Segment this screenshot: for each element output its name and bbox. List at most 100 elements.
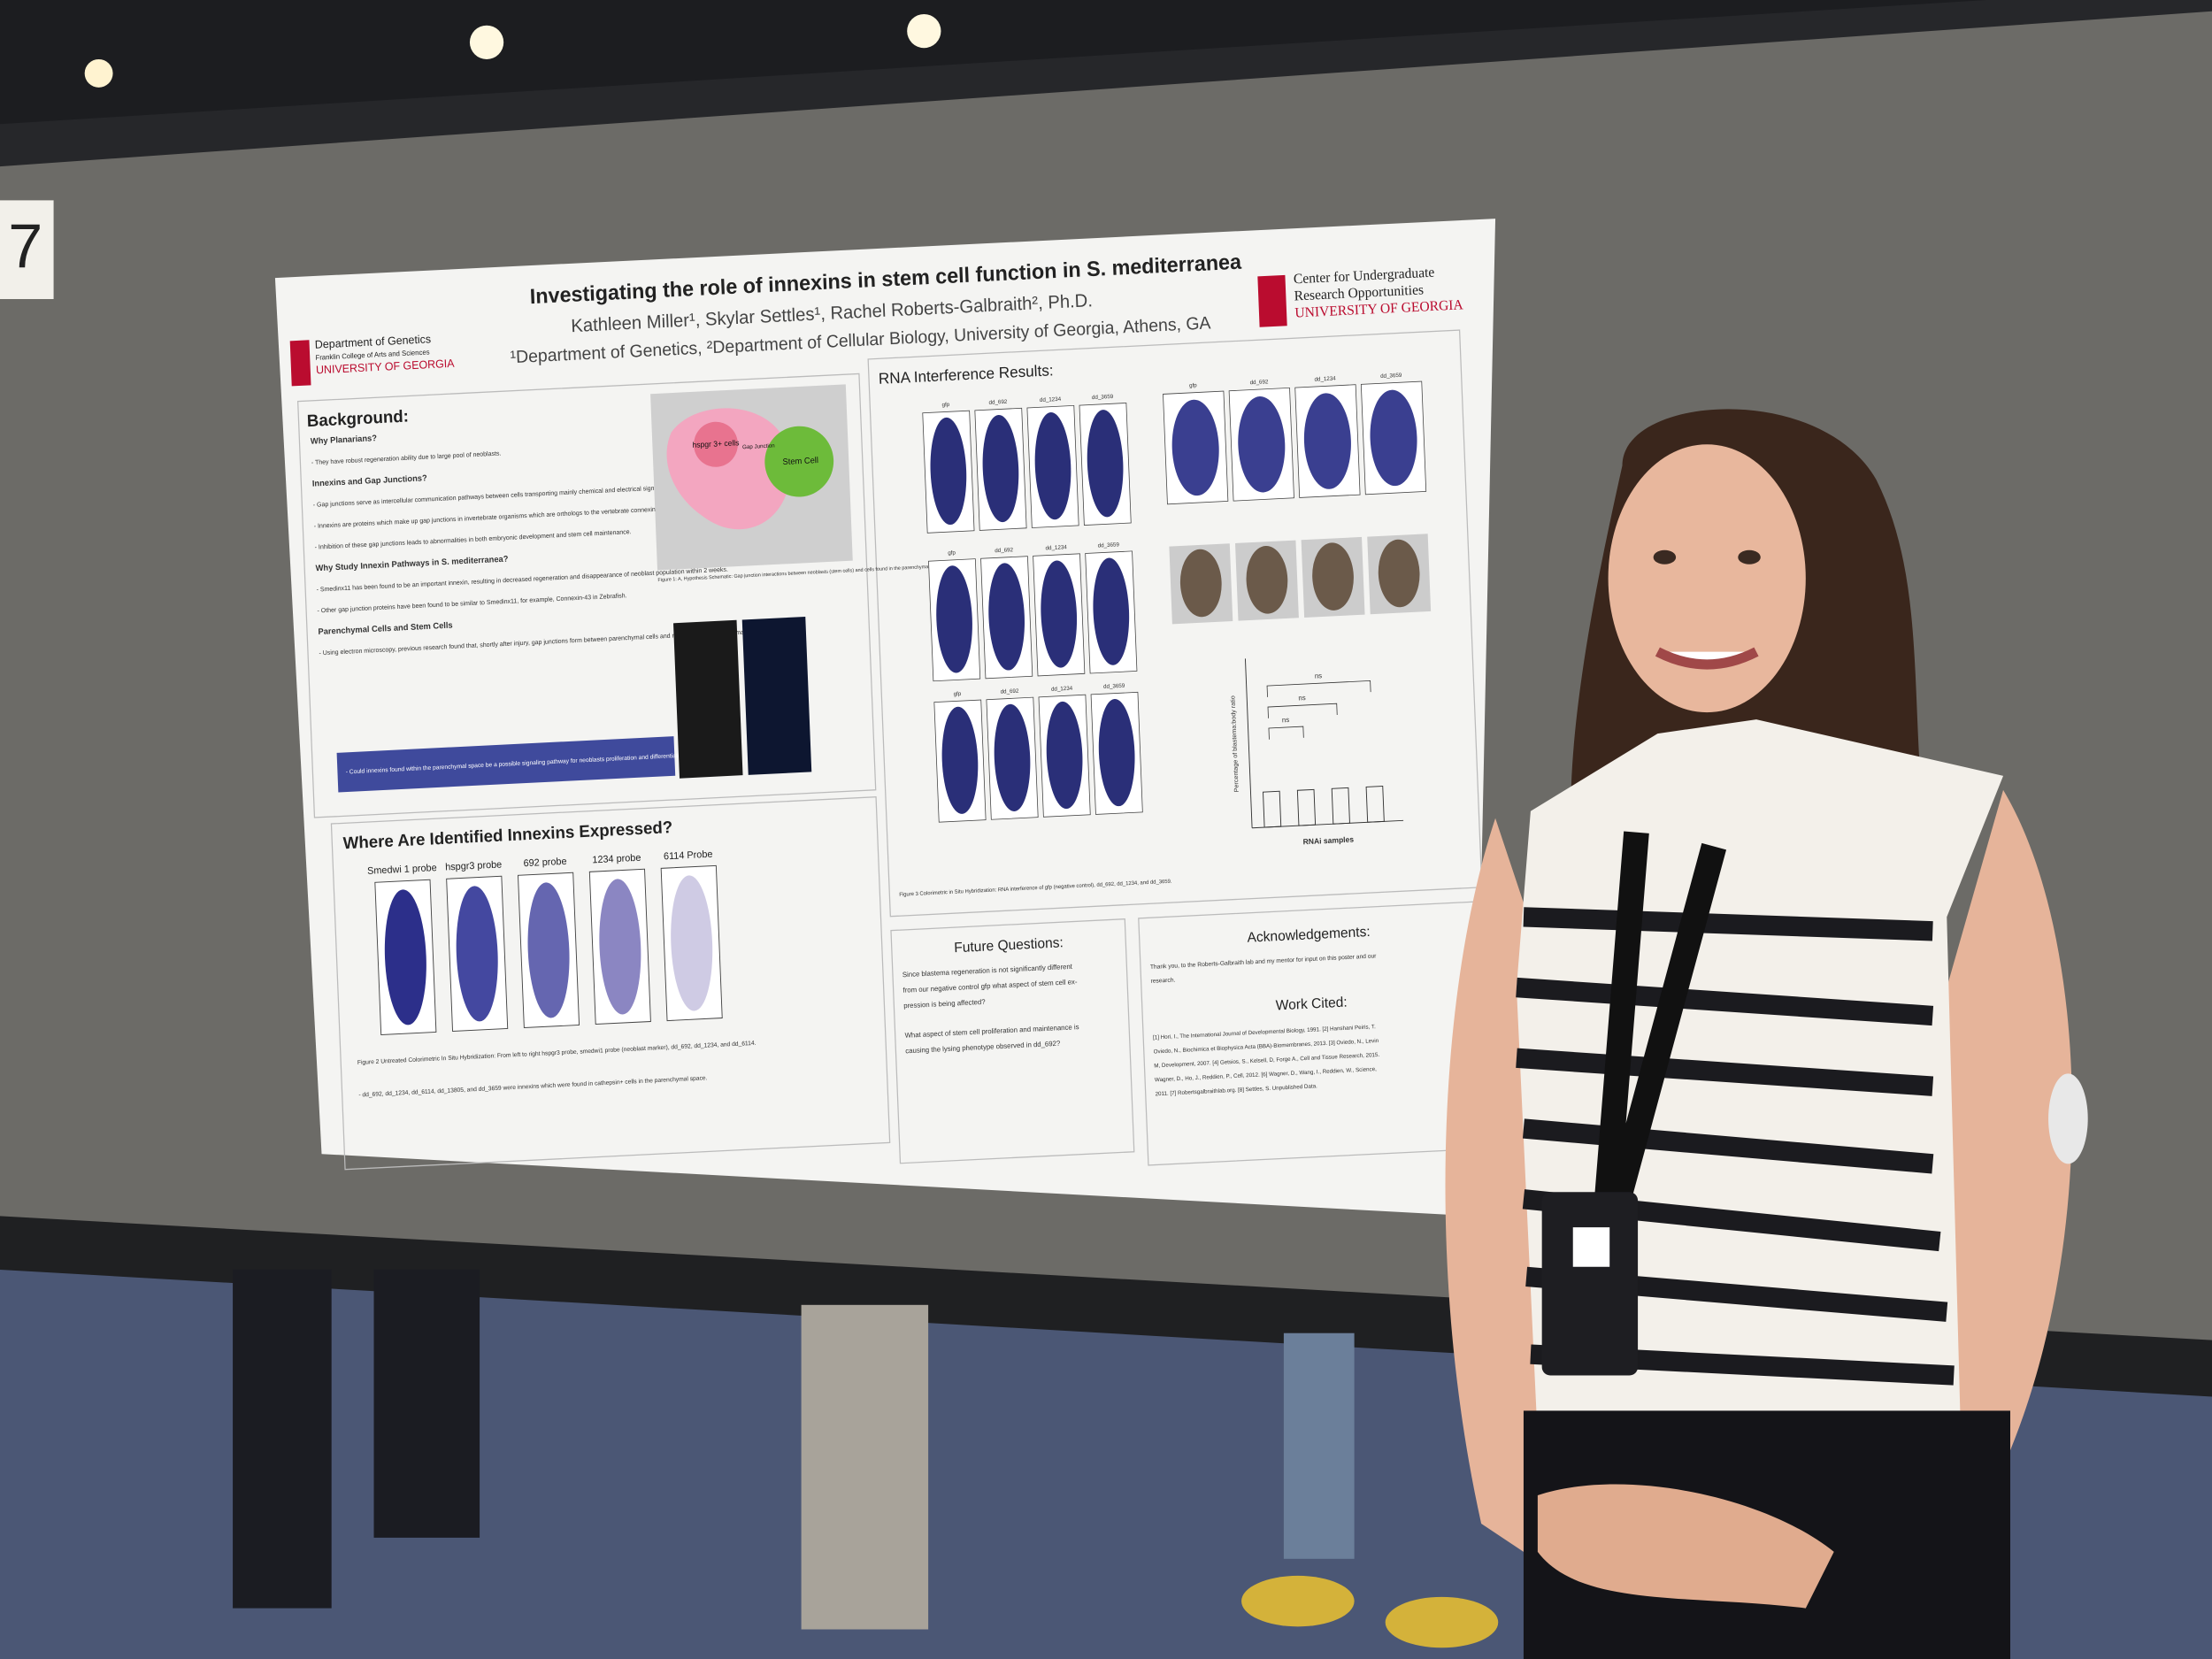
column-label: dd_3659 xyxy=(1098,541,1120,549)
arm xyxy=(1650,789,2072,1566)
column-label: dd_1234 xyxy=(1040,396,1062,403)
column-label: dd_3659 xyxy=(1380,373,1402,380)
logo-mark xyxy=(289,340,311,387)
column-label: dd_1234 xyxy=(1314,375,1336,382)
shoe xyxy=(1385,1596,1499,1648)
stem-cell xyxy=(764,426,834,497)
column-label: dd_3659 xyxy=(1092,394,1114,401)
planarian xyxy=(1246,546,1288,614)
planarian xyxy=(1303,393,1351,489)
column-label: dd_1234 xyxy=(1051,686,1073,693)
person-leg xyxy=(801,1304,929,1630)
probe-label: 6114 Probe xyxy=(664,849,713,863)
fig-label: Stem Cell xyxy=(782,456,818,467)
probe-label: Smedwi 1 probe xyxy=(367,863,437,877)
planarian xyxy=(671,875,713,1011)
qr-code xyxy=(1572,1227,1610,1267)
planarian xyxy=(930,417,967,526)
column-label: gfp xyxy=(948,549,956,557)
eye xyxy=(1738,549,1761,565)
hands xyxy=(1537,1484,1834,1609)
chart-bar xyxy=(1263,790,1282,828)
poster-panel xyxy=(330,796,891,1171)
chart-bar xyxy=(1296,788,1317,826)
chart-bar xyxy=(1365,786,1385,823)
planarian xyxy=(527,882,570,1018)
body-text: research. xyxy=(1150,977,1175,984)
poster-panel xyxy=(867,329,1483,918)
planarian xyxy=(1034,412,1071,520)
significance-label: ns xyxy=(1282,716,1290,725)
hspgr-cell xyxy=(694,421,738,467)
column-label: dd_692 xyxy=(995,547,1013,554)
planarian xyxy=(1378,539,1420,608)
chart-bar xyxy=(1331,787,1350,825)
poster-panel xyxy=(297,373,877,818)
sign-number: 7 xyxy=(8,211,42,280)
planarian xyxy=(1046,701,1083,810)
significance-bracket xyxy=(1268,726,1304,740)
planarian xyxy=(982,414,1019,523)
column-label: dd_692 xyxy=(988,399,1007,406)
question-box xyxy=(336,736,676,793)
light xyxy=(469,25,504,59)
poster xyxy=(274,219,1496,1217)
sign-card xyxy=(0,200,54,300)
planarian xyxy=(1179,549,1222,618)
panel-frame xyxy=(0,0,2212,167)
section-heading: Work Cited: xyxy=(1275,995,1348,1013)
shoe xyxy=(1241,1575,1355,1627)
badge xyxy=(1541,1192,1639,1376)
column-label: gfp xyxy=(941,402,949,409)
person-leg xyxy=(373,1269,480,1538)
eye xyxy=(1653,549,1677,565)
light xyxy=(907,13,941,49)
column-label: dd_1234 xyxy=(1045,544,1067,551)
significance-bracket xyxy=(1267,703,1338,718)
logo-text: Department of Genetics xyxy=(315,333,432,351)
lanyard xyxy=(1594,831,1727,1198)
probe-label: 1234 probe xyxy=(592,853,641,866)
figure-1c xyxy=(741,616,812,775)
planarian xyxy=(988,563,1025,671)
subheading: Why Planarians? xyxy=(311,434,378,447)
planarian xyxy=(599,879,641,1015)
planarian xyxy=(456,886,498,1022)
axis-label: RNAi samples xyxy=(1302,834,1354,846)
planarian xyxy=(1093,557,1130,665)
planarian xyxy=(1312,542,1354,611)
person-leg xyxy=(233,1269,332,1609)
sensor xyxy=(2048,1073,2088,1164)
planarian xyxy=(1171,399,1219,496)
figure-1b xyxy=(673,619,743,779)
column-label: dd_692 xyxy=(1249,379,1268,386)
poster-panel xyxy=(890,918,1135,1164)
smile xyxy=(1655,647,1759,670)
chart-axis xyxy=(1244,658,1253,828)
planarian xyxy=(384,889,426,1025)
light xyxy=(84,58,113,88)
significance-label: ns xyxy=(1298,694,1306,703)
face xyxy=(1608,444,1806,713)
column-label: gfp xyxy=(953,691,961,698)
fig-label: Gap Junction xyxy=(742,442,775,450)
planarian xyxy=(1087,410,1124,518)
column-label: gfp xyxy=(1189,382,1197,389)
probe-label: hspgr3 probe xyxy=(445,859,503,872)
fig-label: hspgr 3+ cells xyxy=(692,438,740,449)
column-label: dd_3659 xyxy=(1103,683,1125,690)
probe-label: 692 probe xyxy=(523,856,566,870)
planarian xyxy=(1041,560,1078,668)
planarian xyxy=(1370,389,1417,487)
planarian xyxy=(941,706,979,814)
planarian xyxy=(1238,396,1286,493)
planarian xyxy=(1098,698,1135,807)
logo-mark xyxy=(1257,274,1287,327)
significance-bracket xyxy=(1266,680,1371,697)
planarian xyxy=(994,703,1031,811)
significance-label: ns xyxy=(1315,672,1323,680)
person-leg xyxy=(1283,1333,1355,1559)
section-heading: Future Questions: xyxy=(954,935,1064,956)
